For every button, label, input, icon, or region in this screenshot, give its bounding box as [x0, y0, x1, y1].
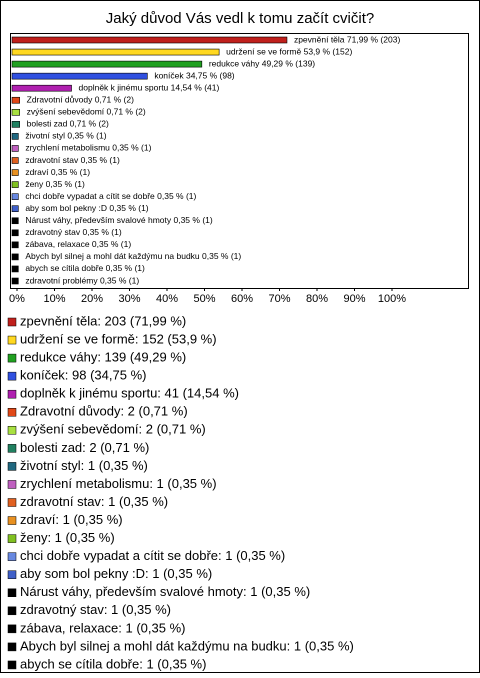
value-label: zdravotný stav 0,35 % (1) — [25, 227, 122, 237]
bar — [11, 133, 19, 140]
bar — [11, 277, 19, 285]
legend-swatch — [7, 606, 17, 616]
legend-label: zdravotní stav: 1 (0,35 %) — [20, 494, 168, 509]
legend-swatch — [7, 660, 17, 670]
legend-swatch — [7, 462, 17, 471]
value-label: aby som bol pekny :D 0,35 % (1) — [25, 203, 148, 213]
legend-label: bolesti zad: 2 (0,71 %) — [20, 440, 149, 455]
value-label: zdravotní problémy 0,35 % (1) — [25, 275, 139, 285]
legend-swatch — [7, 317, 17, 327]
x-tick-label: 10% — [43, 293, 65, 305]
x-tick-label: 40% — [156, 293, 178, 305]
value-label: Abych byl silnej a mohl dát každýmu na b… — [25, 251, 241, 261]
legend-swatch — [7, 389, 17, 399]
bar — [11, 241, 19, 249]
bar — [11, 181, 19, 188]
value-label: zábava, relaxace 0,35 % (1) — [25, 239, 131, 249]
legend-swatch — [7, 588, 17, 597]
legend-swatch — [7, 480, 17, 489]
bar — [11, 169, 19, 176]
legend-swatch — [7, 624, 17, 634]
legend-label: Abych byl silnej a mohl dát každýmu na b… — [20, 638, 354, 653]
legend-label: aby som bol pekny :D: 1 (0,35 %) — [20, 566, 212, 581]
value-label: abych se cítila dobře 0,35 % (1) — [25, 263, 145, 273]
legend-swatch — [7, 426, 17, 435]
value-label: chci dobře vypadat a cítit se dobře 0,35… — [25, 191, 196, 201]
legend-swatch — [7, 335, 17, 345]
bar — [11, 229, 19, 237]
legend-label: udržení se ve formě: 152 (53,9 %) — [20, 331, 217, 346]
bar — [11, 217, 19, 225]
legend-swatch — [7, 570, 17, 579]
value-label: zrychlení metabolismu 0,35 % (1) — [25, 143, 151, 153]
legend-label: zdravotný stav: 1 (0,35 %) — [20, 602, 171, 617]
value-label: Zdravotní důvody 0,71 % (2) — [27, 95, 134, 105]
x-tick-label: 70% — [268, 293, 290, 305]
legend-label: Nárust váhy, především svalové hmoty: 1 … — [20, 584, 310, 599]
bar — [11, 253, 19, 261]
legend-label: Zdravotní důvody: 2 (0,71 %) — [20, 404, 188, 419]
legend-swatch — [7, 552, 17, 561]
plot-frame — [10, 33, 469, 289]
legend-label: zdraví: 1 (0,35 %) — [20, 512, 123, 527]
value-label: redukce váhy 49,29 % (139) — [209, 58, 315, 68]
x-tick-label: 100% — [378, 293, 406, 305]
bar — [11, 205, 19, 212]
legend-swatch — [7, 408, 17, 417]
bar — [11, 109, 20, 116]
legend-swatch — [7, 516, 17, 525]
value-label: Nárust váhy, především svalové hmoty 0,3… — [25, 215, 213, 225]
x-tick-label: 0% — [9, 293, 25, 305]
value-label: životní styl 0,35 % (1) — [25, 131, 106, 141]
legend-label: zrychlení metabolismu: 1 (0,35 %) — [20, 476, 217, 491]
bar — [11, 84, 72, 92]
legend-label: zvýšení sebevědomí: 2 (0,71 %) — [20, 422, 206, 437]
bar — [11, 72, 148, 80]
legend-swatch — [7, 642, 17, 652]
value-label: udržení se ve formě 53,9 % (152) — [226, 46, 352, 56]
legend-label: koníček: 98 (34,75 %) — [20, 368, 146, 383]
legend-label: zpevnění těla: 203 (71,99 %) — [20, 313, 186, 328]
value-label: zpevnění těla 71,99 % (203) — [294, 34, 400, 44]
value-label: koníček 34,75 % (98) — [154, 70, 234, 80]
bar — [11, 193, 19, 200]
value-label: zdraví 0,35 % (1) — [25, 167, 90, 177]
bar — [11, 265, 19, 273]
x-tick-label: 50% — [193, 293, 215, 305]
legend-label: ženy: 1 (0,35 %) — [20, 530, 115, 545]
legend-swatch — [7, 371, 17, 381]
chart-title: Jaký důvod Vás vedl k tomu začít cvičit? — [106, 10, 374, 27]
legend-swatch — [7, 534, 17, 543]
legend-label: zábava, relaxace: 1 (0,35 %) — [20, 620, 185, 635]
bar — [11, 48, 220, 56]
legend-label: životní styl: 1 (0,35 %) — [20, 458, 148, 473]
bar — [11, 145, 19, 152]
legend-label: abych se cítila dobře: 1 (0,35 %) — [20, 656, 206, 671]
legend-label: chci dobře vypadat a cítit se dobře: 1 (… — [20, 548, 285, 563]
x-tick-label: 20% — [81, 293, 103, 305]
bar — [11, 96, 20, 104]
value-label: zvýšení sebevědomí 0,71 % (2) — [27, 107, 146, 117]
x-tick-label: 90% — [343, 293, 365, 305]
x-tick-label: 30% — [118, 293, 140, 305]
bar — [11, 36, 288, 44]
value-label: bolesti zad 0,71 % (2) — [27, 119, 109, 129]
legend-label: redukce váhy: 139 (49,29 %) — [20, 350, 186, 365]
legend-swatch — [7, 444, 17, 453]
legend-label: doplněk k jinému sportu: 41 (14,54 %) — [20, 386, 239, 401]
value-label: ženy 0,35 % (1) — [25, 179, 85, 189]
value-label: zdravotní stav 0,35 % (1) — [25, 155, 120, 165]
legend-swatch — [7, 353, 17, 363]
x-tick-label: 80% — [306, 293, 328, 305]
bar — [11, 121, 20, 128]
bar — [11, 60, 203, 68]
legend-swatch — [7, 498, 17, 507]
bar — [11, 157, 19, 164]
value-label: doplněk k jinému sportu 14,54 % (41) — [79, 82, 220, 92]
x-tick-label: 60% — [231, 293, 253, 305]
